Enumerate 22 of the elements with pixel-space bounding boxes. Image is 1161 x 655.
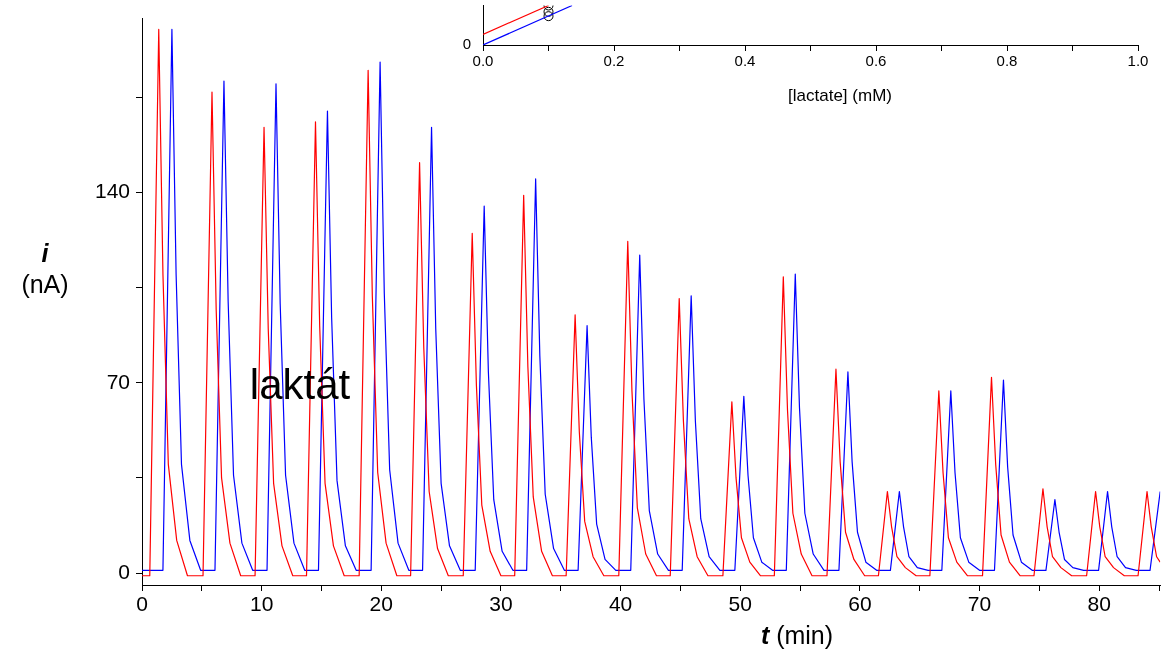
x-tick-label: 1.0 (1127, 52, 1149, 70)
x-tick-label: 10 (249, 592, 274, 616)
x-tick-label: 20 (369, 592, 393, 616)
x-tick-label: 0 (136, 592, 148, 616)
y-axis-title: i (nA) (21, 238, 69, 299)
annotation: 0 (462, 35, 471, 53)
x-tick-label: 70 (967, 592, 992, 616)
x-axis-title: [lactate] (mM) (788, 85, 892, 105)
x-tick-label: 0.6 (865, 52, 887, 70)
x-tick-label: 0.0 (472, 52, 494, 70)
x-tick-label: 0.8 (996, 52, 1018, 70)
x-tick-label: 50 (728, 592, 752, 616)
x-tick-label: 60 (848, 592, 872, 616)
x-tick-label: 0.2 (603, 52, 625, 70)
y-tick-label: 140 (94, 179, 130, 203)
x-tick-label: 80 (1087, 592, 1111, 616)
x-tick-label: 30 (489, 592, 513, 616)
y-tick-label: 0 (118, 559, 130, 583)
x-tick-label: 0.4 (734, 52, 756, 70)
x-tick-label: 40 (608, 592, 633, 616)
y-tick-label: 70 (106, 369, 130, 393)
x-axis-title: t (min) (760, 620, 834, 649)
